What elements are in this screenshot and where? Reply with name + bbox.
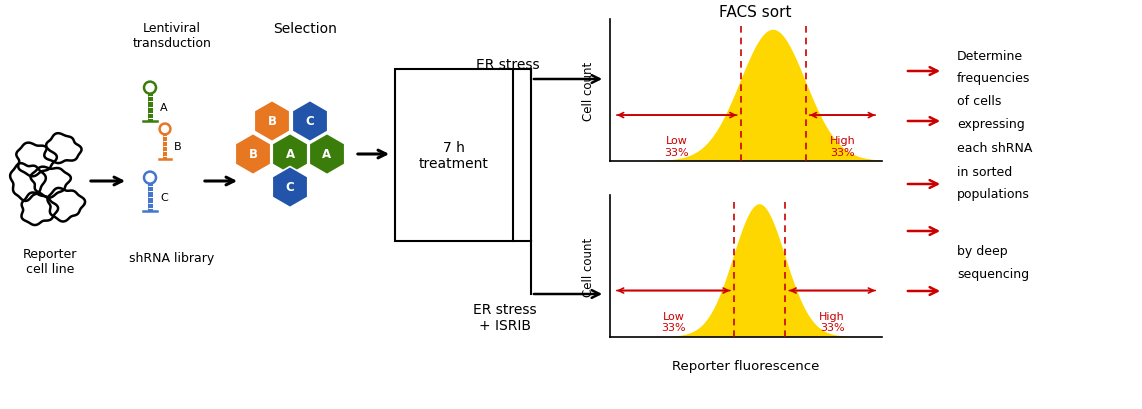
Text: 7 h
treatment: 7 h treatment: [419, 141, 489, 171]
Text: Reporter fluorescence: Reporter fluorescence: [673, 359, 820, 372]
Text: B: B: [267, 115, 276, 128]
Text: sequencing: sequencing: [957, 267, 1029, 280]
Text: Low
33%: Low 33%: [665, 136, 689, 157]
Text: B: B: [174, 142, 182, 152]
Bar: [163, 135, 167, 160]
Text: C: C: [160, 193, 168, 202]
Text: in sorted: in sorted: [957, 166, 1012, 179]
Text: Cell count: Cell count: [581, 237, 595, 296]
Text: B: B: [249, 148, 257, 161]
Text: Selection: Selection: [273, 22, 337, 36]
Text: A: A: [160, 103, 168, 113]
Text: Determine: Determine: [957, 50, 1023, 63]
Text: by deep: by deep: [957, 245, 1007, 257]
Text: ER stress
+ ISRIB: ER stress + ISRIB: [473, 302, 537, 333]
Text: Reporter
cell line: Reporter cell line: [23, 247, 78, 275]
Text: populations: populations: [957, 188, 1030, 200]
Text: Low
33%: Low 33%: [661, 311, 685, 333]
Text: C: C: [286, 181, 295, 194]
Polygon shape: [309, 134, 345, 175]
Polygon shape: [612, 205, 880, 337]
Text: ER stress: ER stress: [476, 58, 540, 72]
Text: FACS sort: FACS sort: [718, 5, 791, 20]
Polygon shape: [272, 167, 307, 208]
Text: High
33%: High 33%: [829, 136, 855, 157]
Text: High
33%: High 33%: [819, 311, 845, 333]
Text: A: A: [286, 148, 295, 161]
Bar: [395, 70, 513, 241]
Text: shRNA library: shRNA library: [129, 252, 215, 264]
Polygon shape: [292, 101, 328, 142]
Text: Cell count: Cell count: [581, 61, 595, 120]
Text: of cells: of cells: [957, 95, 1002, 108]
Polygon shape: [255, 101, 290, 142]
Bar: [147, 184, 153, 211]
Text: A: A: [322, 148, 331, 161]
Text: each shRNA: each shRNA: [957, 142, 1032, 155]
Text: frequencies: frequencies: [957, 72, 1030, 85]
Text: C: C: [306, 115, 314, 128]
Polygon shape: [612, 31, 880, 162]
Text: Lentiviral
transduction: Lentiviral transduction: [132, 22, 211, 50]
Text: expressing: expressing: [957, 118, 1024, 131]
Bar: [147, 94, 153, 122]
Polygon shape: [272, 134, 307, 175]
Polygon shape: [235, 134, 271, 175]
